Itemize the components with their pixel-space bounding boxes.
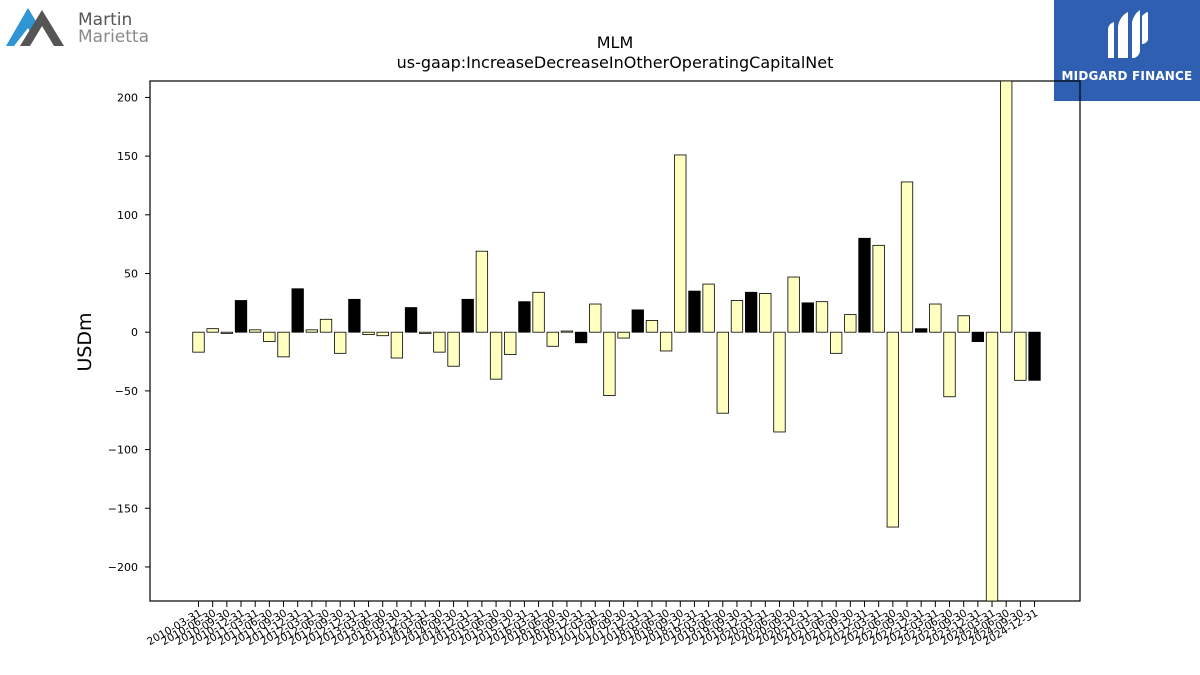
bar	[404, 307, 418, 333]
bar	[560, 330, 574, 333]
y-tick-label: −150	[108, 502, 138, 515]
bar	[574, 331, 588, 344]
bar	[617, 331, 630, 339]
midgard-emblem-icon	[1108, 10, 1148, 58]
bar	[688, 290, 701, 333]
bar	[447, 331, 460, 367]
bar	[957, 315, 970, 333]
y-tick-label: 0	[131, 326, 138, 339]
y-tick-label: 200	[117, 91, 138, 104]
bar	[220, 331, 233, 334]
company-name-line2: Marietta	[78, 27, 150, 47]
y-tick-label: 50	[124, 268, 138, 281]
bar	[249, 329, 262, 333]
bar	[192, 331, 205, 353]
bar	[801, 302, 814, 333]
bar	[319, 318, 333, 333]
y-axis-label: USDm	[74, 312, 96, 371]
bar	[362, 331, 375, 335]
company-name-line1: Martin	[78, 10, 133, 30]
bar	[348, 298, 361, 333]
bar	[589, 303, 602, 333]
bar	[263, 331, 276, 342]
y-tick-label: −100	[108, 444, 138, 457]
bar	[376, 331, 389, 337]
bar	[461, 298, 474, 333]
company-logo	[6, 6, 156, 50]
bar	[872, 244, 885, 333]
plot-frame	[149, 80, 1081, 602]
bar	[730, 300, 744, 333]
bar	[858, 237, 871, 333]
bar	[291, 288, 304, 333]
bar	[277, 331, 290, 358]
bar	[744, 291, 758, 333]
bar	[489, 331, 503, 380]
chart-subtitle: us-gaap:IncreaseDecreaseInOtherOperating…	[396, 53, 834, 72]
bar	[475, 250, 489, 333]
bar	[900, 181, 914, 333]
bar	[929, 303, 942, 333]
bar	[915, 328, 928, 333]
bar	[206, 328, 219, 333]
bar	[419, 331, 432, 334]
bar	[659, 331, 673, 352]
bar	[603, 331, 616, 396]
bar	[702, 283, 715, 333]
bar	[830, 331, 843, 354]
bar	[645, 320, 659, 333]
bar	[971, 331, 984, 342]
y-tick-label: 150	[117, 150, 138, 163]
bar	[985, 331, 999, 602]
midgard-badge: MIDGARD FINANCE	[1054, 0, 1200, 101]
bar	[1014, 331, 1027, 381]
bar	[787, 276, 800, 333]
bar	[518, 301, 531, 333]
bar	[334, 331, 347, 354]
company-name: Martin Marietta	[78, 12, 149, 46]
bar	[1028, 331, 1041, 381]
mountain-logo-icon	[6, 8, 64, 46]
bar	[390, 331, 404, 359]
bar	[504, 331, 517, 355]
bar	[773, 331, 786, 433]
bar	[886, 331, 899, 528]
y-tick-label: −50	[115, 385, 138, 398]
y-tick-label: 100	[117, 209, 138, 222]
bar	[844, 314, 857, 333]
bar	[716, 331, 729, 414]
bar	[433, 331, 446, 353]
bar	[631, 309, 644, 333]
y-tick-label: −200	[108, 561, 138, 574]
bar	[943, 331, 956, 398]
bar	[532, 291, 545, 333]
bar	[815, 301, 829, 333]
bar	[305, 329, 319, 333]
bar	[546, 331, 559, 347]
bar	[674, 154, 687, 333]
badge-label: MIDGARD FINANCE	[1061, 69, 1193, 83]
bar	[759, 293, 772, 333]
bar	[1000, 80, 1013, 333]
chart-title: MLM	[596, 33, 634, 52]
bar	[234, 300, 248, 333]
